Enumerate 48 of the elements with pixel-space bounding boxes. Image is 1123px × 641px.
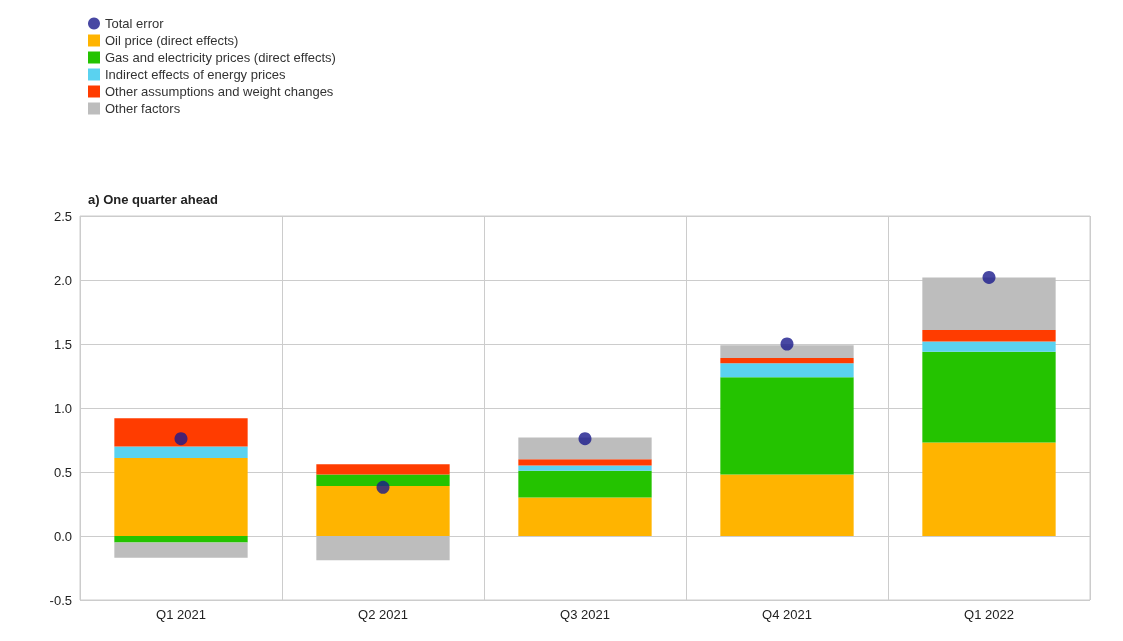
legend-label: Gas and electricity prices (direct effects) bbox=[105, 50, 336, 65]
bar bbox=[114, 542, 248, 558]
bar bbox=[316, 486, 450, 536]
bar bbox=[720, 363, 854, 378]
bar bbox=[922, 277, 1056, 330]
bar bbox=[316, 474, 450, 487]
point bbox=[780, 337, 794, 351]
y-tick-label: 1.0 bbox=[53, 400, 72, 416]
legend-label: Other assumptions and weight changes bbox=[105, 84, 334, 99]
y-tick-label: 2.5 bbox=[53, 208, 72, 224]
bar bbox=[922, 341, 1056, 352]
bar bbox=[114, 536, 248, 543]
bar bbox=[518, 465, 652, 471]
bar bbox=[922, 442, 1056, 536]
y-tick-label: -0.5 bbox=[49, 592, 72, 608]
legend-label: Total error bbox=[105, 16, 165, 31]
point bbox=[578, 432, 592, 446]
y-tick-label: 1.5 bbox=[53, 336, 72, 352]
bar bbox=[316, 464, 450, 475]
bar bbox=[922, 329, 1056, 342]
bar bbox=[518, 497, 652, 536]
bar bbox=[114, 446, 248, 458]
x-tick-label: Q2 2021 bbox=[358, 607, 408, 622]
bar bbox=[922, 351, 1056, 443]
x-tick-label: Q1 2022 bbox=[964, 607, 1014, 622]
y-tick-label: 0.0 bbox=[53, 528, 72, 544]
bar bbox=[518, 470, 652, 498]
chart-title: a) One quarter ahead bbox=[88, 192, 219, 207]
point bbox=[376, 480, 390, 494]
bar bbox=[518, 437, 652, 460]
bar bbox=[720, 358, 854, 364]
bar bbox=[114, 457, 248, 536]
bar bbox=[720, 345, 854, 359]
point bbox=[982, 270, 996, 284]
legend-label: Oil price (direct effects) bbox=[105, 33, 239, 48]
bar bbox=[518, 459, 652, 466]
bar bbox=[114, 418, 248, 447]
x-tick-label: Q3 2021 bbox=[560, 607, 610, 622]
y-tick-label: 2.0 bbox=[53, 272, 72, 288]
x-tick-label: Q1 2021 bbox=[156, 607, 206, 622]
legend-label: Other factors bbox=[105, 101, 181, 116]
legend-label: Indirect effects of energy prices bbox=[105, 67, 286, 82]
bar bbox=[720, 474, 854, 536]
bar bbox=[720, 377, 854, 475]
x-tick-label: Q4 2021 bbox=[762, 607, 812, 622]
y-tick-label: 0.5 bbox=[53, 464, 72, 480]
point bbox=[174, 432, 188, 446]
bar bbox=[316, 536, 450, 561]
